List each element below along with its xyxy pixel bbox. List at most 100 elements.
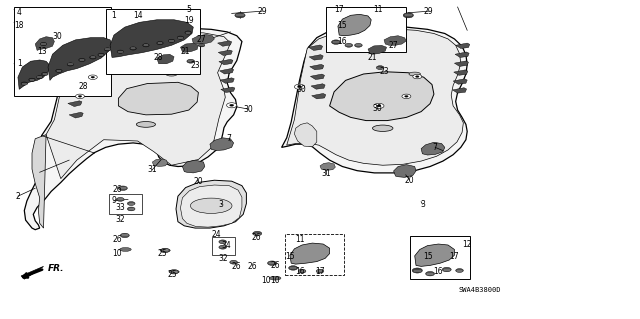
Polygon shape — [67, 89, 81, 95]
Circle shape — [345, 43, 353, 47]
Text: 7: 7 — [433, 143, 438, 152]
Polygon shape — [452, 88, 467, 93]
Text: 12: 12 — [463, 240, 472, 249]
Text: 18: 18 — [15, 21, 24, 30]
Polygon shape — [421, 142, 445, 155]
Text: 26: 26 — [112, 185, 122, 194]
Circle shape — [117, 50, 124, 53]
Circle shape — [253, 231, 262, 236]
Circle shape — [230, 260, 237, 264]
Circle shape — [198, 44, 205, 47]
Polygon shape — [110, 20, 193, 57]
Text: 15: 15 — [285, 252, 295, 261]
Circle shape — [355, 43, 362, 47]
Polygon shape — [68, 101, 82, 107]
Text: FR.: FR. — [48, 264, 65, 273]
Text: 16: 16 — [294, 267, 305, 276]
Circle shape — [78, 95, 82, 97]
Circle shape — [235, 13, 245, 18]
Text: 13: 13 — [36, 47, 47, 56]
Text: 31: 31 — [321, 169, 332, 178]
Bar — [326, 7, 406, 52]
Text: 11: 11 — [373, 5, 382, 14]
Ellipse shape — [136, 122, 156, 127]
Polygon shape — [287, 29, 463, 165]
Text: 21: 21 — [368, 53, 377, 62]
Text: 29: 29 — [424, 7, 434, 16]
Polygon shape — [221, 87, 235, 93]
Text: 3: 3 — [420, 200, 425, 209]
Polygon shape — [48, 38, 112, 80]
Polygon shape — [312, 93, 326, 99]
Text: 7: 7 — [227, 134, 232, 143]
Circle shape — [219, 245, 227, 249]
Circle shape — [104, 48, 111, 51]
Circle shape — [76, 94, 84, 99]
Circle shape — [120, 233, 129, 238]
Text: 23: 23 — [379, 67, 389, 76]
Polygon shape — [456, 43, 470, 48]
Polygon shape — [338, 14, 371, 36]
Circle shape — [29, 78, 35, 81]
Text: 5: 5 — [186, 5, 191, 14]
Text: 20: 20 — [404, 176, 415, 185]
Text: 17: 17 — [449, 252, 460, 261]
Polygon shape — [18, 60, 50, 89]
Ellipse shape — [120, 248, 131, 251]
Circle shape — [376, 66, 384, 70]
Text: 15: 15 — [422, 252, 433, 261]
Text: 33: 33 — [115, 204, 125, 212]
Text: 30: 30 — [243, 105, 253, 114]
Text: 26: 26 — [251, 233, 261, 242]
Bar — [410, 236, 470, 279]
Circle shape — [298, 86, 301, 88]
Text: 28: 28 — [79, 82, 88, 91]
Polygon shape — [220, 69, 234, 74]
Polygon shape — [290, 243, 330, 264]
Polygon shape — [308, 45, 323, 50]
Circle shape — [377, 105, 381, 107]
Circle shape — [157, 41, 163, 45]
Polygon shape — [294, 123, 317, 147]
Polygon shape — [32, 135, 46, 228]
Text: 27: 27 — [388, 41, 399, 50]
Circle shape — [118, 186, 127, 190]
Circle shape — [21, 82, 28, 85]
Text: 17: 17 — [315, 267, 325, 276]
Ellipse shape — [166, 72, 177, 76]
Bar — [109, 194, 142, 214]
Ellipse shape — [160, 249, 170, 252]
Text: 3: 3 — [218, 200, 223, 209]
Polygon shape — [330, 72, 434, 121]
Circle shape — [402, 94, 411, 99]
Circle shape — [316, 269, 324, 273]
Polygon shape — [63, 55, 77, 61]
Circle shape — [442, 267, 451, 272]
Text: 17: 17 — [334, 5, 344, 14]
Text: 28: 28 — [154, 53, 163, 62]
Circle shape — [289, 266, 298, 270]
Polygon shape — [282, 26, 467, 173]
Circle shape — [219, 240, 227, 244]
Text: 20: 20 — [193, 177, 204, 186]
Polygon shape — [384, 36, 406, 45]
Text: 32: 32 — [115, 215, 125, 224]
Polygon shape — [310, 74, 324, 79]
Circle shape — [268, 261, 276, 265]
Circle shape — [90, 56, 96, 59]
Ellipse shape — [372, 125, 393, 131]
Circle shape — [42, 72, 48, 76]
Text: 1: 1 — [17, 59, 22, 68]
Circle shape — [161, 248, 170, 253]
Circle shape — [40, 42, 47, 46]
Polygon shape — [210, 138, 234, 151]
Circle shape — [185, 31, 191, 34]
Bar — [212, 237, 235, 255]
Polygon shape — [64, 66, 78, 72]
Circle shape — [130, 47, 136, 50]
Text: 10: 10 — [270, 276, 280, 285]
Text: 24: 24 — [211, 230, 221, 239]
Circle shape — [127, 202, 135, 205]
Text: 31: 31 — [147, 165, 157, 174]
Circle shape — [67, 63, 74, 66]
